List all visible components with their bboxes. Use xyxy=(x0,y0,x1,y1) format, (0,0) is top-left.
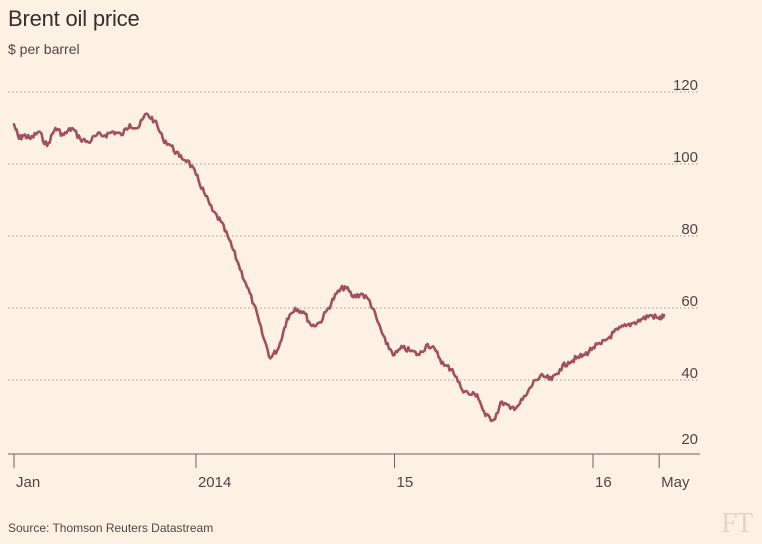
x-tick-label: 2014 xyxy=(198,474,231,491)
y-tick-label: 120 xyxy=(673,77,698,94)
gridlines xyxy=(8,91,700,381)
x-tick-label: 16 xyxy=(595,474,612,491)
x-tick-label: May xyxy=(661,474,690,491)
source-note: Source: Thomson Reuters Datastream xyxy=(8,521,214,535)
y-tick-label: 80 xyxy=(681,221,698,238)
chart-title: Brent oil price xyxy=(8,6,140,31)
y-tick-label: 20 xyxy=(681,431,698,448)
x-axis: Jan 2014 15 16 May xyxy=(8,453,700,491)
y-axis-ticks: 20 40 60 80 100 120 xyxy=(673,77,698,448)
series-layer xyxy=(12,112,666,423)
y-tick-label: 60 xyxy=(681,293,698,310)
y-tick-label: 40 xyxy=(681,365,698,382)
series-line xyxy=(12,112,666,423)
y-tick-label: 100 xyxy=(673,149,698,166)
x-tick-label: Jan xyxy=(16,474,40,491)
x-tick-label: 15 xyxy=(396,474,413,491)
chart-subtitle: $ per barrel xyxy=(8,41,80,57)
ft-logo: FT xyxy=(721,508,753,539)
